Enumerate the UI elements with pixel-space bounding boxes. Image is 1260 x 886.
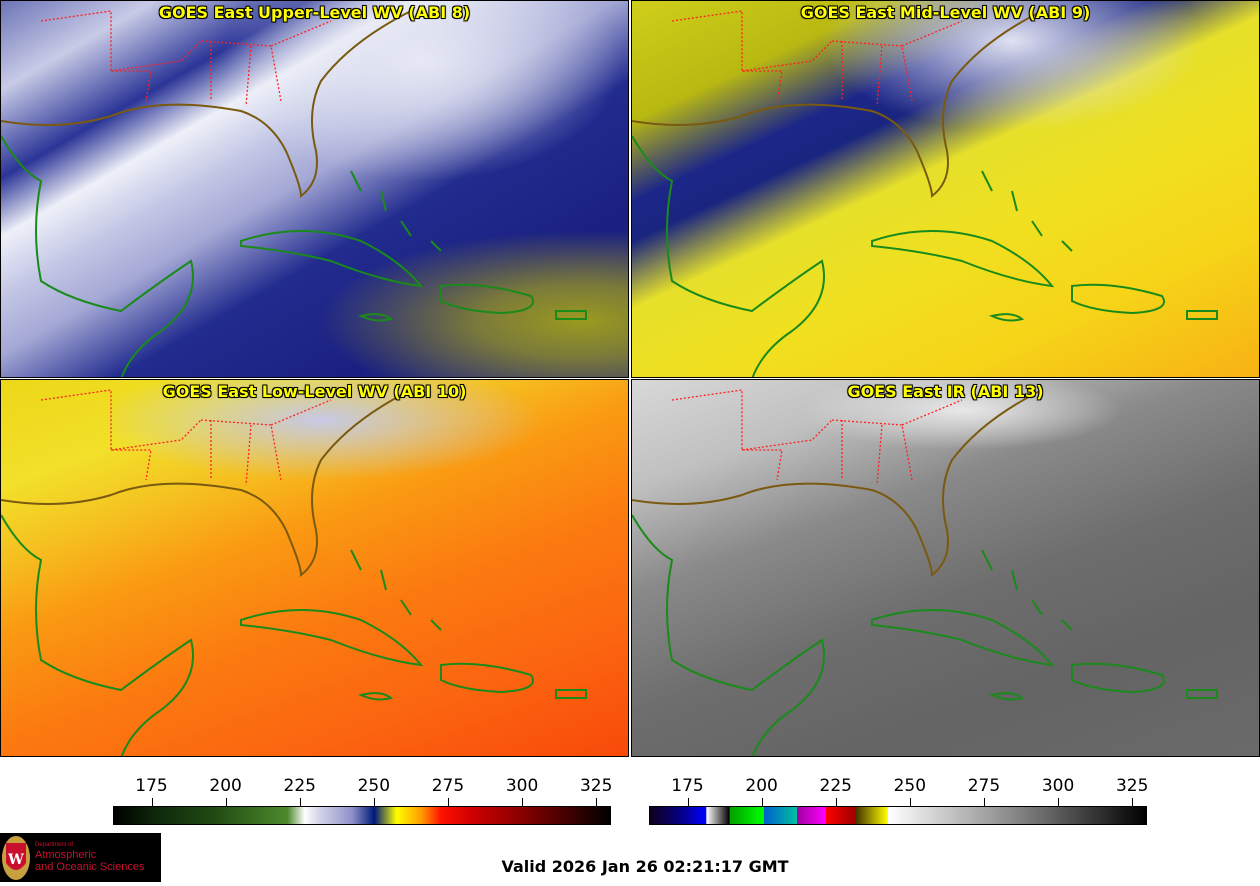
panel-title: GOES East IR (ABI 13) bbox=[847, 382, 1044, 401]
coastline-map bbox=[632, 389, 1218, 756]
colorbar-tick bbox=[761, 798, 763, 806]
colorbar-tick bbox=[373, 798, 375, 806]
valid-time: Valid 2026 Jan 26 02:21:17 GMT bbox=[501, 857, 789, 876]
colorbar-tick bbox=[522, 798, 524, 806]
coastline-map bbox=[632, 10, 1218, 377]
panel-mid-level-wv: GOES East Mid-Level WV (ABI 9) bbox=[631, 0, 1260, 378]
panel-title: GOES East Upper-Level WV (ABI 8) bbox=[158, 3, 471, 22]
colorbar-tick bbox=[909, 798, 911, 806]
colorbar-tick-label: 325 bbox=[1115, 776, 1149, 796]
colorbar-tick-label: 300 bbox=[1041, 776, 1075, 796]
panel-low-level-wv: GOES East Low-Level WV (ABI 10) bbox=[0, 379, 629, 757]
colorbar-tick bbox=[687, 798, 689, 806]
colorbar-tick-label: 175 bbox=[671, 776, 704, 796]
svg-text:Department of: Department of bbox=[35, 842, 73, 848]
panel-title: GOES East Low-Level WV (ABI 10) bbox=[162, 382, 467, 401]
aos-logo: W Department of Atmospheric and Oceanic … bbox=[0, 833, 161, 882]
colorbar-tick bbox=[983, 798, 985, 806]
panel-upper-level-wv: GOES East Upper-Level WV (ABI 8) bbox=[0, 0, 629, 378]
colorbar-tick bbox=[447, 798, 449, 806]
colorbar-tick bbox=[1132, 798, 1134, 806]
colorbar-tick-label: 225 bbox=[819, 776, 852, 796]
colorbar-tick-label: 225 bbox=[283, 776, 316, 796]
colorbar-tick bbox=[151, 798, 153, 806]
colorbar-tick-label: 325 bbox=[579, 776, 613, 796]
colorbar-water-vapor bbox=[113, 806, 611, 825]
svg-text:Atmospheric: Atmospheric bbox=[35, 849, 97, 861]
colorbar-tick bbox=[596, 798, 598, 806]
colorbar-tick bbox=[835, 798, 837, 806]
colorbar-infrared bbox=[649, 806, 1147, 825]
colorbar-tick-label: 275 bbox=[431, 776, 465, 796]
coastline-map bbox=[1, 389, 587, 756]
colorbar-tick-label: 175 bbox=[135, 776, 168, 796]
colorbar-tick bbox=[299, 798, 301, 806]
colorbar-tick-label: 300 bbox=[505, 776, 539, 796]
colorbar-tick-label: 250 bbox=[357, 776, 391, 796]
uw-seal-icon: W Department of Atmospheric and Oceanic … bbox=[2, 836, 145, 880]
panel-title: GOES East Mid-Level WV (ABI 9) bbox=[800, 3, 1091, 22]
colorbar-tick-label: 275 bbox=[967, 776, 1001, 796]
panel-ir: GOES East IR (ABI 13) bbox=[631, 379, 1260, 757]
colorbar-tick bbox=[1058, 798, 1060, 806]
svg-text:W: W bbox=[7, 852, 24, 868]
colorbar-tick bbox=[225, 798, 227, 806]
coastline-map bbox=[1, 10, 587, 377]
colorbar-tick-label: 200 bbox=[209, 776, 242, 796]
colorbar-tick-label: 200 bbox=[745, 776, 778, 796]
svg-text:and Oceanic Sciences: and Oceanic Sciences bbox=[35, 861, 145, 873]
colorbar-tick-label: 250 bbox=[893, 776, 927, 796]
